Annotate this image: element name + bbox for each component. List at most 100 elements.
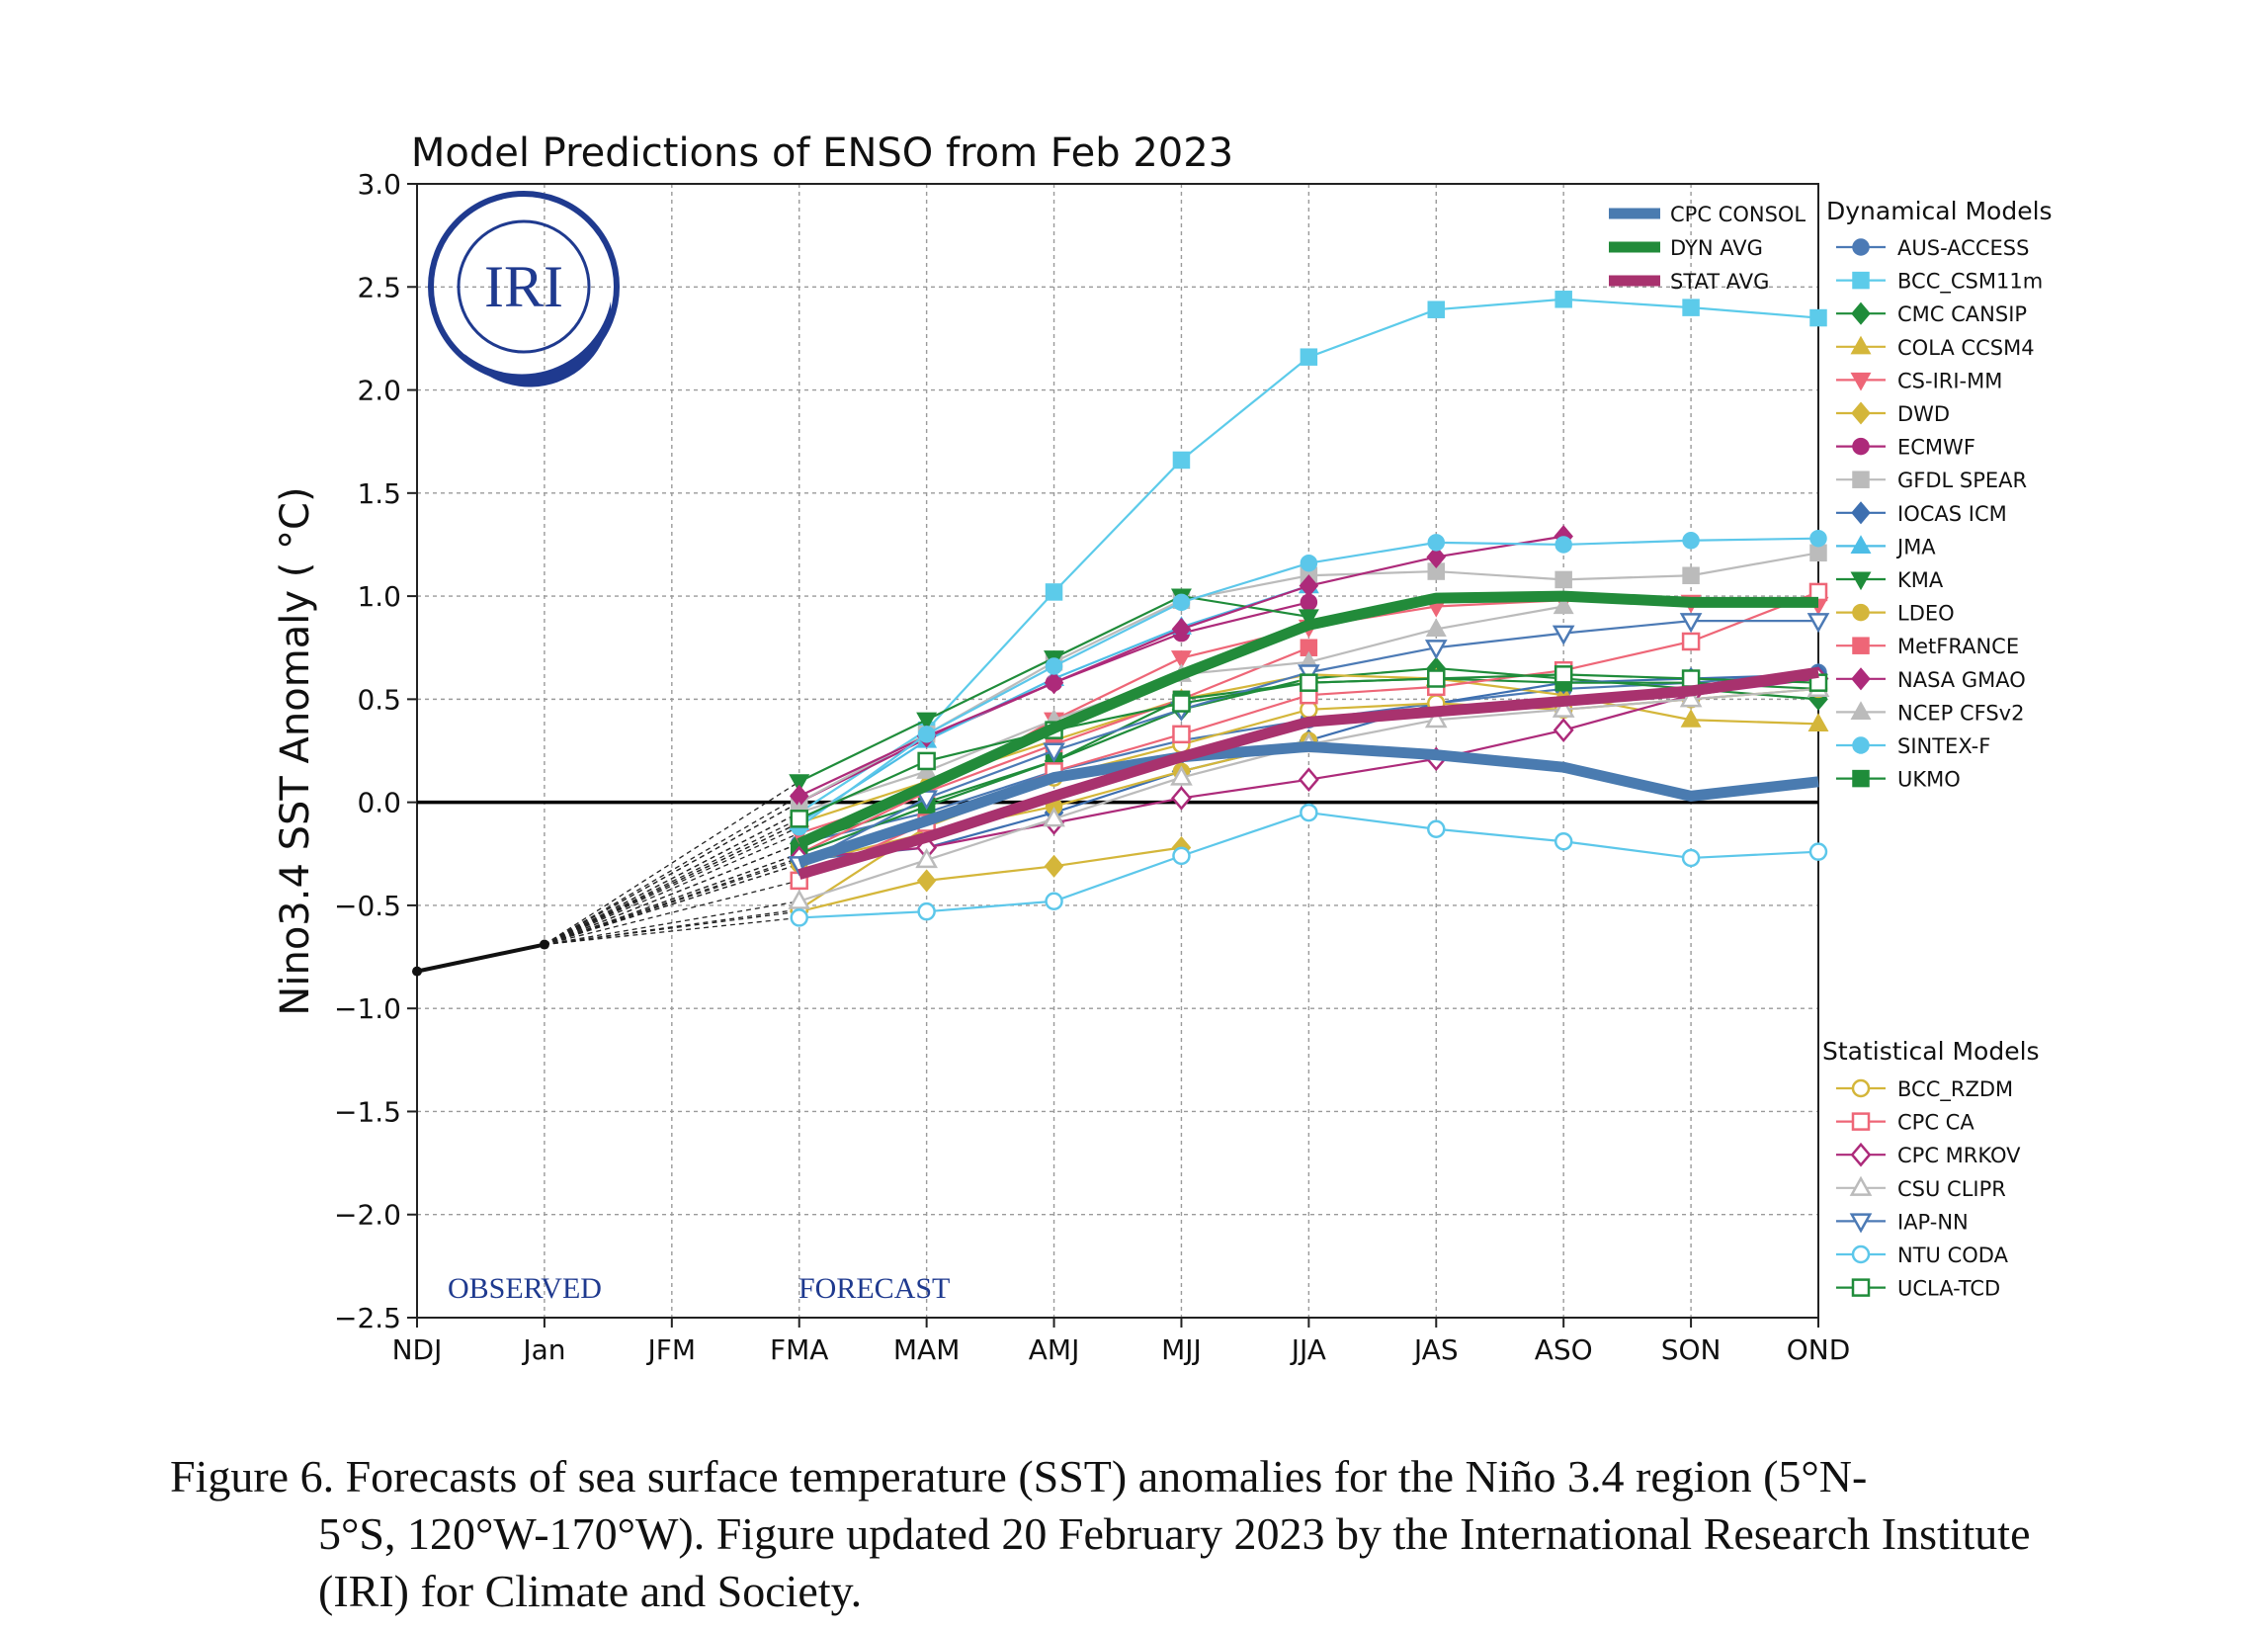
- plot-frame: [416, 183, 1819, 1319]
- point-iap-nn: [1552, 625, 1575, 645]
- point-cpc-mrkov: [1298, 767, 1319, 793]
- iri-logo-text: IRI: [484, 254, 563, 319]
- legend-item-ntu-coda: NTU CODA: [1836, 1244, 2009, 1267]
- point-csu-clipr: [915, 847, 938, 869]
- point-nasa-gmao: [1044, 671, 1064, 695]
- point-csu-clipr: [1679, 687, 1703, 708]
- x-tick-label-son: SON: [1661, 1333, 1722, 1366]
- legend-item-iap-nn: IAP-NN: [1836, 1210, 1969, 1234]
- point-sintex-f: [1809, 529, 1827, 548]
- iri-logo: IRI: [428, 191, 620, 387]
- point-gfdl-spear: [1809, 544, 1827, 562]
- point-ntu-coda: [1172, 846, 1191, 866]
- legend-marker-iap-nn: [1849, 1213, 1873, 1234]
- average-legend: CPC CONSOL DYN AVG STAT AVG: [1609, 203, 1806, 294]
- point-sintex-f: [1554, 536, 1572, 554]
- legend-marker-bcc-csm11m: [1852, 271, 1870, 290]
- statistical-legend-title: Statistical Models: [1822, 1037, 2040, 1066]
- point-ucla-tcd: [1554, 665, 1573, 684]
- point-cpc-ca: [1681, 632, 1701, 651]
- legend-item-kma: KMA: [1836, 568, 1944, 592]
- x-tick-label-mjj: MJJ: [1161, 1333, 1202, 1366]
- legend-marker-aus-access: [1852, 238, 1870, 256]
- point-cpc-mrkov: [1553, 718, 1574, 742]
- point-bcc-csm11m: [1427, 300, 1446, 318]
- y-tick-label: 2.5: [357, 271, 401, 303]
- figure-caption: Figure 6. Forecasts of sea surface tempe…: [170, 1448, 2067, 1620]
- axes: −2.5 −2.0 −1.5 −1.0 −0.5 0.0 0.5 1.0 1.5 2.0 2.5 3.…: [334, 168, 1850, 1366]
- legend-item-cpc-mrkov: CPC MRKOV: [1836, 1142, 2021, 1167]
- point-ntu-coda: [1681, 848, 1701, 868]
- legend-label-jma: JMA: [1895, 535, 1936, 558]
- connector-cs-iri-mm: [544, 832, 799, 946]
- legend-label-iap-nn: IAP-NN: [1897, 1210, 1969, 1234]
- legend-marker-cpc-mrkov: [1850, 1142, 1872, 1167]
- legend-marker-gfdl-spear: [1852, 471, 1870, 488]
- legend-marker-kma: [1850, 571, 1872, 591]
- point-iap-nn: [1806, 613, 1830, 634]
- caption-line-rest: 5°S, 120°W-170°W). Figure updated 20 Feb…: [318, 1508, 2031, 1616]
- point-kma: [789, 774, 810, 793]
- connector-iap-nn: [544, 863, 799, 946]
- point-iap-nn: [1043, 742, 1065, 763]
- point-ncep-cfsv2: [1553, 595, 1574, 615]
- legend-item-dwd: DWD: [1836, 401, 1950, 426]
- point-kma: [1298, 609, 1319, 629]
- point-csu-clipr: [788, 889, 811, 909]
- legend-label-bcc-csm11m: BCC_CSM11m: [1897, 270, 2043, 295]
- legend-marker-cmc-cansip: [1851, 301, 1871, 325]
- x-tick-label-aso: ASO: [1535, 1333, 1593, 1366]
- series-sintex-f: [790, 529, 1827, 836]
- point-csu-clipr: [1552, 697, 1575, 718]
- x-tick-label-jas: JAS: [1412, 1333, 1459, 1366]
- legend-label-sintex-f: SINTEX-F: [1897, 734, 1990, 758]
- point-nasa-gmao: [1171, 617, 1192, 642]
- legend-label-ecmwf: ECMWF: [1897, 436, 1975, 460]
- legend-marker-sintex-f: [1852, 736, 1870, 754]
- grid: [416, 183, 1819, 1319]
- legend-label-nasa-gmao: NASA GMAO: [1897, 668, 2026, 692]
- point-ntu-coda: [790, 908, 808, 927]
- observed-series: [412, 939, 549, 977]
- legend-label-cpc-mrkov: CPC MRKOV: [1897, 1144, 2021, 1167]
- legend-marker-metfrance: [1852, 637, 1870, 654]
- legend-label-stat-avg: STAT AVG: [1670, 270, 1769, 294]
- observed-to-forecast-connectors: [544, 781, 800, 946]
- dynamical-legend-title: Dynamical Models: [1826, 197, 2053, 225]
- point-ucla-tcd: [1300, 673, 1318, 692]
- legend-marker-dwd: [1851, 401, 1871, 425]
- legend-label-ucla-tcd: UCLA-TCD: [1897, 1277, 2000, 1301]
- point-csu-clipr: [1170, 765, 1193, 786]
- point-kma: [916, 712, 938, 731]
- point-ntu-coda: [917, 901, 936, 921]
- y-tick-label: 0.0: [357, 787, 401, 819]
- point-sintex-f: [1045, 657, 1063, 675]
- legend-label-kma: KMA: [1897, 568, 1944, 592]
- legend-label-ukmo: UKMO: [1897, 768, 1961, 792]
- legend-marker-ldeo: [1852, 603, 1870, 622]
- y-tick-label: 1.5: [357, 477, 401, 510]
- legend-label-dyn-avg: DYN AVG: [1670, 236, 1763, 260]
- connector-dwd: [544, 910, 799, 946]
- avg-line-stat-avg: [798, 666, 1819, 880]
- legend-label-cs-iri-mm: CS-IRI-MM: [1897, 369, 2002, 392]
- observed-point: [539, 939, 549, 950]
- point-csu-clipr: [1424, 708, 1448, 729]
- legend-label-cola-ccsm4: COLA CCSM4: [1897, 336, 2035, 360]
- legend-item-sintex-f: SINTEX-F: [1836, 734, 1990, 758]
- point-bcc-csm11m: [1682, 299, 1700, 316]
- x-tick-label-ndj: NDJ: [392, 1333, 443, 1366]
- connector-cpc-mrkov: [544, 857, 799, 946]
- legend-marker-ncep-cfsv2: [1850, 701, 1872, 720]
- connector-bcc-rzdm: [544, 908, 799, 946]
- average-series: [797, 590, 1819, 880]
- point-cola-ccsm4: [1807, 713, 1829, 731]
- x-tick-label-jja: JJA: [1290, 1333, 1326, 1366]
- y-tick-label: −1.5: [334, 1095, 401, 1128]
- series-line-dwd: [798, 846, 1182, 913]
- x-tick-label-jan: Jan: [521, 1333, 565, 1366]
- y-tick-label: 0.5: [357, 683, 401, 716]
- legend-marker-ukmo: [1852, 769, 1870, 788]
- caption-line-first: Figure 6. Forecasts of sea surface tempe…: [170, 1451, 1868, 1501]
- point-ntu-coda: [1300, 803, 1318, 822]
